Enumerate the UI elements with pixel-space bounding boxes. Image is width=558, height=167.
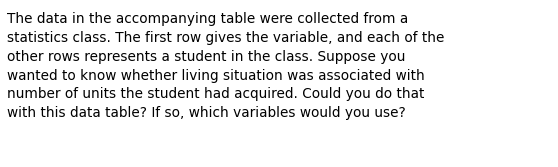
Text: The data in the accompanying table were collected from a
statistics class. The f: The data in the accompanying table were … (7, 12, 444, 120)
